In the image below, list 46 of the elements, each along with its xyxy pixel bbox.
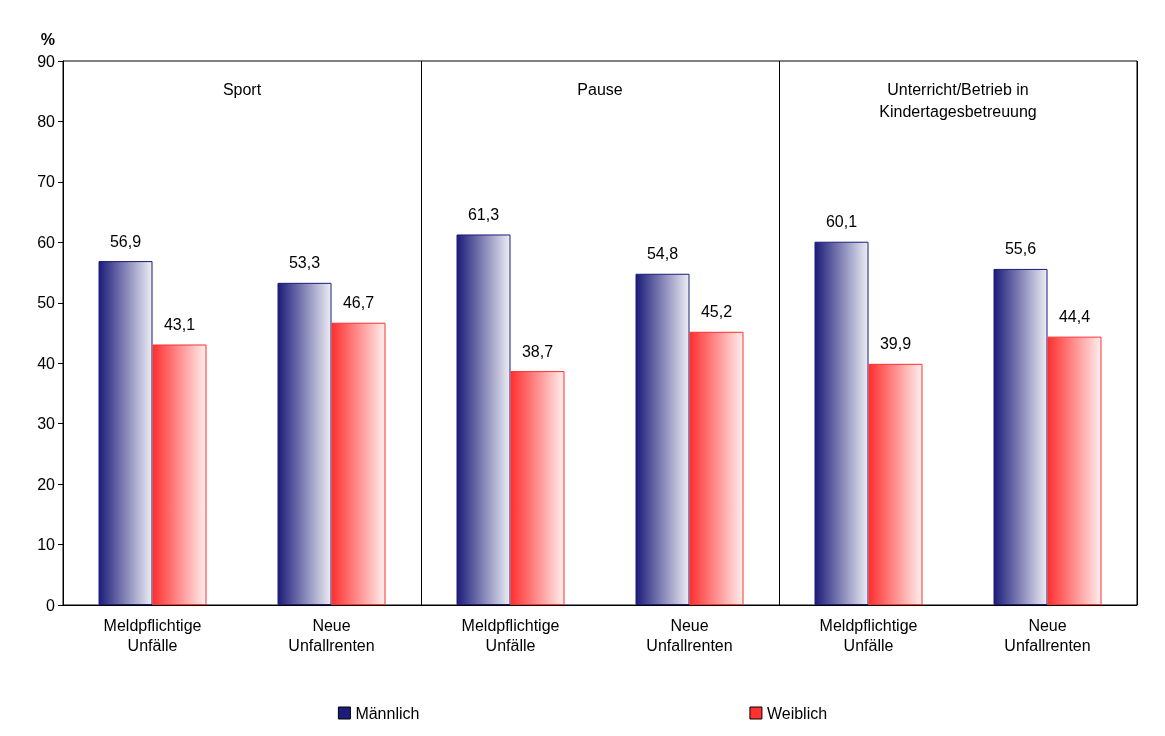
y-tick-label: 50 — [37, 294, 56, 312]
bar — [510, 371, 565, 605]
bar — [635, 273, 690, 605]
data-label: 43,1 — [163, 315, 196, 333]
x-tick-label: Neue Unfallrenten — [1004, 616, 1091, 654]
bar — [152, 344, 207, 605]
data-label: 45,2 — [700, 303, 733, 321]
bar — [993, 268, 1048, 605]
x-tick-label: Neue Unfallrenten — [646, 616, 733, 654]
data-label: 46,7 — [342, 294, 375, 312]
data-label: 55,6 — [1004, 240, 1037, 258]
y-tick-label: 10 — [37, 536, 56, 554]
y-tick-label: 40 — [37, 354, 56, 372]
x-tick-label: Meldpflichtige Unfälle — [461, 616, 560, 654]
bar — [456, 234, 511, 605]
bar — [868, 363, 923, 605]
bar — [689, 331, 744, 605]
y-tick-label: 90 — [37, 52, 56, 70]
data-label: 61,3 — [467, 205, 500, 223]
x-tick-label: Neue Unfallrenten — [288, 616, 375, 654]
data-label: 44,4 — [1058, 308, 1091, 326]
data-label: 60,1 — [825, 213, 858, 231]
bar — [814, 241, 869, 605]
x-tick-label: Meldpflichtige Unfälle — [103, 616, 202, 654]
bar — [98, 261, 153, 605]
annotation: Unterricht/Betrieb in Kindertagesbetreuung — [879, 80, 1037, 120]
data-label: 54,8 — [646, 245, 679, 263]
y-tick-label: 70 — [37, 173, 56, 191]
y-axis-title: % — [40, 30, 55, 48]
y-tick-label: 60 — [37, 233, 56, 251]
x-tick-label: Meldpflichtige Unfälle — [819, 616, 918, 654]
data-label: 53,3 — [288, 254, 321, 272]
y-tick-label: 20 — [37, 475, 56, 493]
data-label: 56,9 — [109, 232, 142, 250]
bar — [331, 322, 386, 605]
legend-label: Männlich — [355, 704, 420, 722]
y-tick-label: 80 — [37, 112, 56, 130]
data-label: 39,9 — [879, 335, 912, 353]
legend-label: Weiblich — [766, 704, 828, 722]
annotation: Sport — [222, 80, 262, 98]
bar — [277, 282, 332, 605]
bar — [1047, 336, 1102, 605]
y-tick-label: 0 — [46, 596, 56, 614]
y-tick-label: 30 — [37, 415, 56, 433]
data-label: 38,7 — [521, 342, 554, 360]
annotation: Pause — [577, 80, 623, 98]
